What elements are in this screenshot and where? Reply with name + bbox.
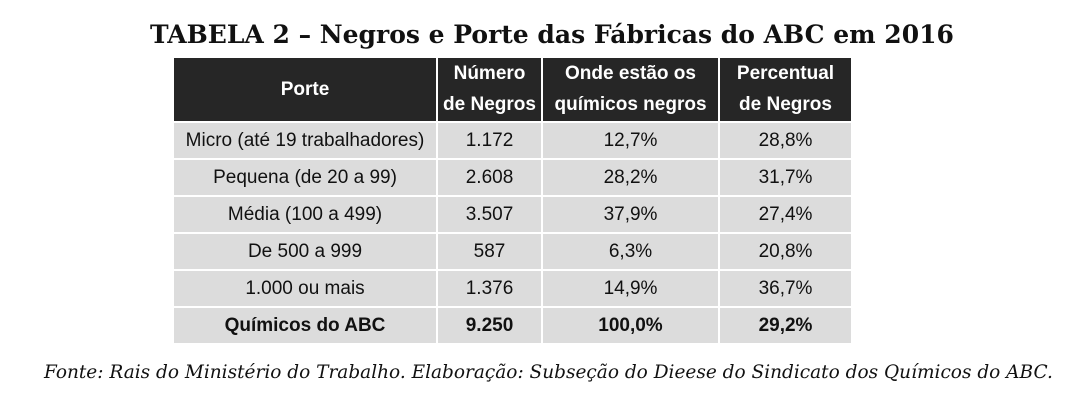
total-onde: 100,0% [543, 306, 720, 343]
header-percentual-line1: Percentual [720, 58, 851, 89]
negros-porte-table: Porte Número Onde estão os Percentual de… [174, 58, 851, 343]
table-row: Micro (até 19 trabalhadores) 1.172 12,7%… [174, 121, 851, 158]
cell-onde: 6,3% [543, 232, 720, 269]
cell-percentual: 36,7% [720, 269, 851, 306]
header-numero-line1: Número [438, 58, 543, 89]
cell-numero: 2.608 [438, 158, 543, 195]
total-percentual: 29,2% [720, 306, 851, 343]
cell-porte: 1.000 ou mais [174, 269, 438, 306]
header-numero-line2: de Negros [438, 89, 543, 121]
cell-porte: Pequena (de 20 a 99) [174, 158, 438, 195]
cell-porte: Média (100 a 499) [174, 195, 438, 232]
cell-percentual: 28,8% [720, 121, 851, 158]
table-row: Pequena (de 20 a 99) 2.608 28,2% 31,7% [174, 158, 851, 195]
table-total-row: Químicos do ABC 9.250 100,0% 29,2% [174, 306, 851, 343]
cell-porte: Micro (até 19 trabalhadores) [174, 121, 438, 158]
cell-onde: 28,2% [543, 158, 720, 195]
cell-onde: 14,9% [543, 269, 720, 306]
cell-numero: 1.172 [438, 121, 543, 158]
cell-percentual: 31,7% [720, 158, 851, 195]
header-onde-line2: químicos negros [543, 89, 720, 121]
total-porte: Químicos do ABC [174, 306, 438, 343]
table-header-row: Porte Número Onde estão os Percentual [174, 58, 851, 121]
cell-numero: 587 [438, 232, 543, 269]
cell-porte: De 500 a 999 [174, 232, 438, 269]
total-numero: 9.250 [438, 306, 543, 343]
cell-percentual: 27,4% [720, 195, 851, 232]
table-row: De 500 a 999 587 6,3% 20,8% [174, 232, 851, 269]
header-porte: Porte [174, 58, 438, 121]
header-onde-line1: Onde estão os [543, 58, 720, 89]
cell-percentual: 20,8% [720, 232, 851, 269]
table-header-row-2: de Negros químicos negros de Negros [174, 89, 851, 121]
cell-onde: 12,7% [543, 121, 720, 158]
cell-onde: 37,9% [543, 195, 720, 232]
table-row: 1.000 ou mais 1.376 14,9% 36,7% [174, 269, 851, 306]
cell-numero: 1.376 [438, 269, 543, 306]
cell-numero: 3.507 [438, 195, 543, 232]
source-note: Fonte: Rais do Ministério do Trabalho. E… [44, 362, 1053, 383]
header-percentual-line2: de Negros [720, 89, 851, 121]
table-title: TABELA 2 – Negros e Porte das Fábricas d… [150, 20, 954, 49]
table-row: Média (100 a 499) 3.507 37,9% 27,4% [174, 195, 851, 232]
